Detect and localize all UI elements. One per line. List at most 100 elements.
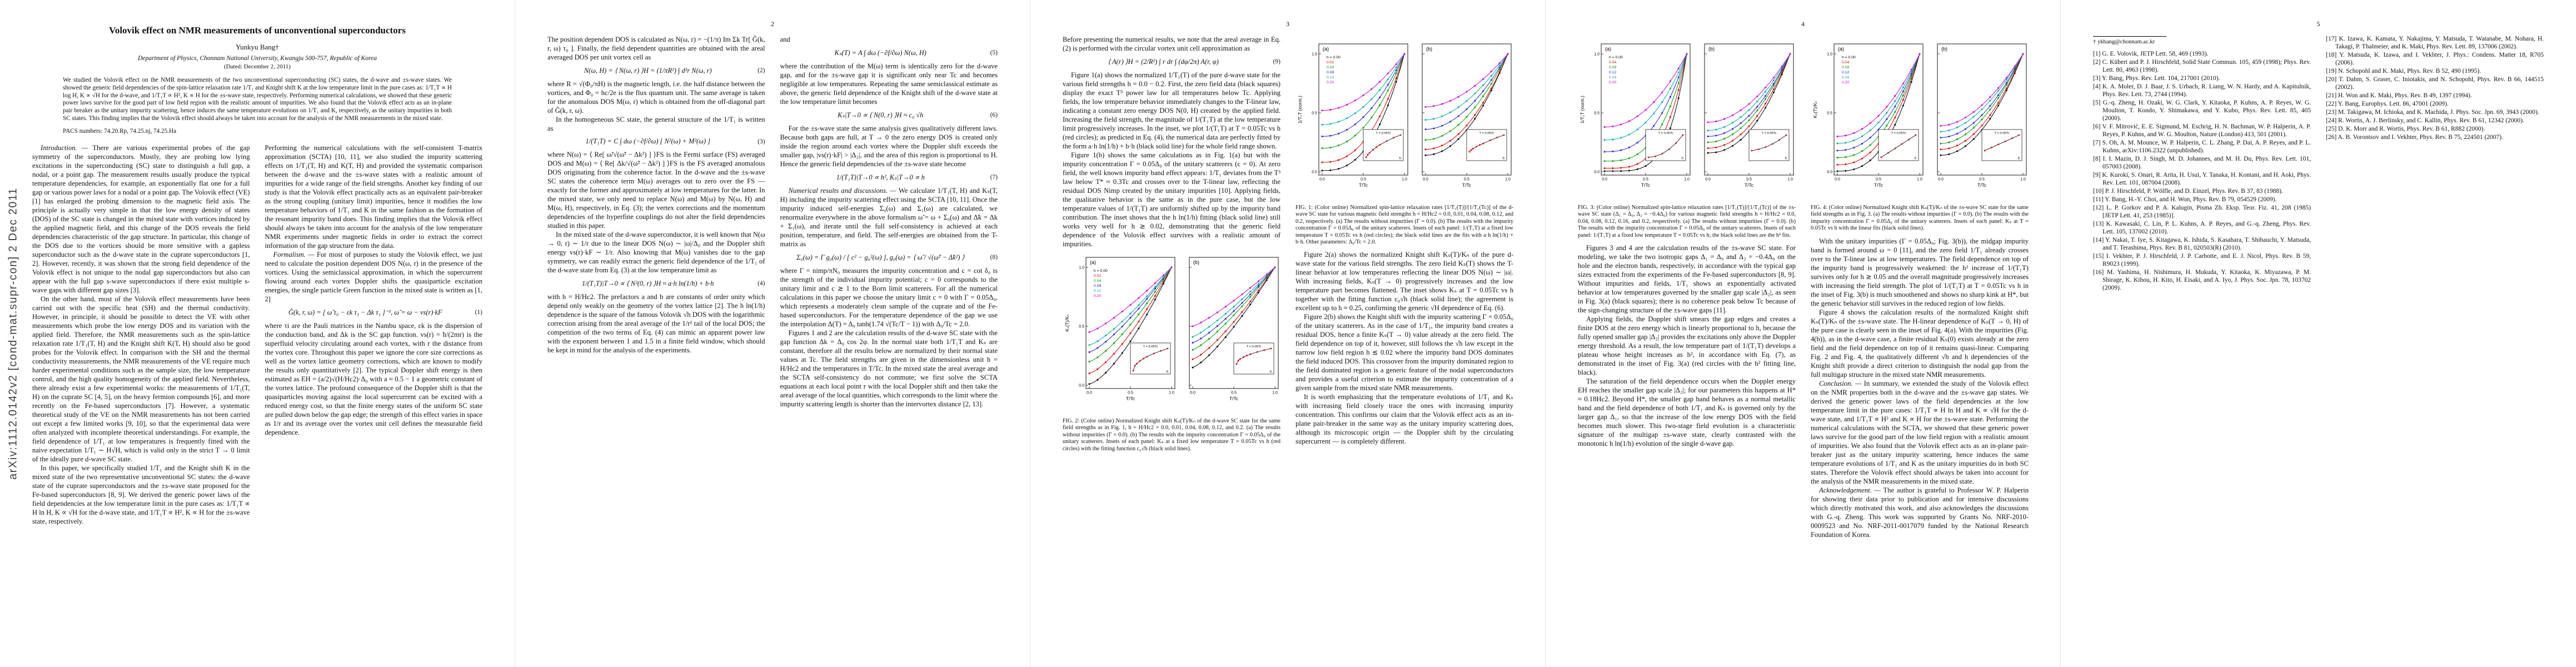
svg-text:0.5: 0.5: [1594, 112, 1600, 116]
reference-item: [18] Y. Matsuda, K. Izawa, and I. Vekhte…: [2326, 52, 2544, 66]
paragraph: with h = H/Hc2. The prefactors a and b a…: [547, 293, 765, 354]
equation: Kₛ(T) = A ∫ dω (−∂f/∂ω) N(ω, H) (5): [780, 48, 998, 57]
svg-text:1.0: 1.0: [1917, 178, 1922, 182]
paragraph: The position dependent DOS is calculated…: [547, 36, 765, 61]
footnote-email: † ykbang@chonnam.ac.kr: [2093, 39, 2155, 45]
equation-body: Σ₀(ω) = Γ g₀(ω) / [ c² − g₀²(ω) ], g₀(ω)…: [796, 253, 965, 261]
paragraph: Performing the numerical calculations wi…: [265, 143, 483, 250]
svg-text:(b): (b): [1708, 46, 1715, 52]
paragraph: Before presenting the numerical results,…: [1063, 36, 1280, 52]
svg-text:0.5: 0.5: [1746, 178, 1752, 182]
reference-item: [9] K. Kuroki, S. Onari, R. Arita, H. Us…: [2093, 172, 2311, 186]
column-right: [17] K. Izawa, K. Kamata, Y. Nakajima, Y…: [2326, 35, 2544, 292]
reference-item: [25] D. K. Morr and R. Wortis, Phys. Rev…: [2326, 126, 2485, 132]
svg-text:Kₛ(T)/Kₙ: Kₛ(T)/Kₙ: [1064, 314, 1070, 332]
equation-number: (5): [990, 49, 998, 56]
svg-text:0.5: 0.5: [1464, 178, 1469, 182]
svg-text:Kₛ(T)/Kₙ: Kₛ(T)/Kₙ: [1812, 101, 1818, 118]
figure-1-caption: FIG. 1: (Color online) Normalized spin-l…: [1296, 205, 1513, 246]
svg-text:0.01: 0.01: [1094, 274, 1101, 278]
figure-4-caption: FIG. 4: (Color online) Normalized Knight…: [1811, 205, 2029, 232]
svg-text:1/T₁T (norm.): 1/T₁T (norm.): [1297, 96, 1303, 123]
page-2: 2 The position dependent DOS is calculat…: [515, 0, 1030, 667]
svg-text:(b): (b): [1426, 46, 1432, 52]
svg-text:0.5: 0.5: [1361, 178, 1366, 182]
svg-text:T/Tc: T/Tc: [1126, 396, 1135, 401]
svg-text:0.0: 0.0: [1827, 171, 1832, 175]
svg-text:0.0: 0.0: [1087, 391, 1092, 395]
svg-text:0.0: 0.0: [1423, 178, 1428, 182]
figure-1-plot: 1/T₁T (norm.)0.00.00.50.51.01.0T/Tc(a)h …: [1297, 43, 1512, 188]
figure-3-plot: 1/T₁T (norm.)0.00.00.50.51.01.0T/Tc(a)h …: [1580, 43, 1794, 188]
svg-text:0.5: 0.5: [1079, 325, 1084, 329]
equation-number: (3): [758, 138, 765, 145]
svg-text:0.0: 0.0: [1602, 178, 1607, 182]
equation: 1/(T₁T) = C ∫ dω (−∂f/∂ω) [ N²(ω) + M²(ω…: [547, 137, 765, 146]
svg-text:0.0: 0.0: [1190, 391, 1195, 395]
svg-text:0.04: 0.04: [1094, 279, 1101, 283]
equation-body: ⟨ A(r) ⟩H = (2/R²) ∫ r dr ∫ (dφ/2π) A(r,…: [1108, 58, 1219, 66]
svg-text:(b): (b): [1193, 260, 1199, 265]
reference-item: [8] I. I. Mazin, D. J. Singh, M. D. Joha…: [2093, 156, 2311, 170]
svg-text:h = 0.00: h = 0.00: [1327, 56, 1341, 59]
svg-text:0.20: 0.20: [1609, 81, 1616, 84]
reference-item: [1] G. E. Volovik, JETP Lett. 58, 469 (1…: [2093, 51, 2209, 57]
svg-text:0.08: 0.08: [1094, 284, 1101, 288]
reference-item: [13] K. Kawasaki, C. Lin, P. L. Kuhns, A…: [2093, 221, 2311, 235]
svg-text:T/Tc: T/Tc: [1359, 182, 1368, 188]
page-4: 4 1/T₁T (norm.) 0.0 0.0 0.5 0.5 1.0 1.0 T/Tc (a)…: [1546, 0, 2061, 667]
reference-item: [10] P. J. Hirschfeld, P. Wölfle, and D.…: [2093, 188, 2283, 195]
svg-text:T = 0.05Tc: T = 0.05Tc: [1994, 132, 2009, 135]
svg-text:0.5: 0.5: [1128, 391, 1133, 395]
svg-text:0.0: 0.0: [1079, 384, 1084, 388]
page-3: 3 Before presenting the numerical result…: [1030, 0, 1546, 667]
svg-text:(a): (a): [1323, 46, 1329, 52]
svg-text:1.0: 1.0: [1827, 53, 1832, 57]
arxiv-stamp: arXiv:1112.0142v2 [cond-mat.supr-con] 2 …: [3, 0, 23, 667]
equation: ⟨ A(r) ⟩H = (2/R²) ∫ r dr ∫ (dφ/2π) A(r,…: [1063, 57, 1280, 66]
reference-item: [6] V. F. Mitrović, E. E. Sigmund, M. Es…: [2093, 123, 2311, 138]
svg-text:T = 0.05Tc: T = 0.05Tc: [1376, 132, 1391, 135]
svg-text:h: h: [2018, 157, 2020, 161]
equation-number: (4): [758, 280, 765, 287]
svg-text:1.0: 1.0: [1272, 391, 1278, 395]
svg-text:0.04: 0.04: [1609, 61, 1616, 64]
svg-text:T = 0.05Tc: T = 0.05Tc: [1891, 132, 1906, 135]
svg-text:0.08: 0.08: [1327, 71, 1334, 74]
paragraph: In the homogeneous SC state, the general…: [547, 116, 765, 132]
paragraph: Figure 1(a) shows the normalized 1/T₁(T)…: [1063, 71, 1280, 150]
equation-number: (1): [475, 308, 482, 316]
paragraph: The saturation of the field dependence o…: [1578, 377, 1796, 448]
svg-text:0.16: 0.16: [1609, 76, 1616, 79]
svg-text:T/Tc: T/Tc: [1229, 396, 1239, 401]
svg-text:1.0: 1.0: [1402, 178, 1407, 182]
reference-item: [20] T. Dahm, S. Graser, C. Iniotakis, a…: [2326, 76, 2544, 91]
column-right: Kₛ(T)/Kₙ 0.0 0.0 0.5 0.5 1.0 1.0 T/Tc (a) h = 0.0…: [1811, 35, 2029, 539]
column-right: Performing the numerical calculations wi…: [265, 143, 483, 526]
svg-text:(a): (a): [1090, 260, 1096, 265]
svg-text:0.0: 0.0: [1835, 178, 1840, 182]
paragraph: Figure 1(b) shows the same calculations …: [1063, 151, 1280, 248]
figure-2: Kₛ(T)/Kₙ 0.0 0.0 0.5 0.5 1.0 1.0 T/Tc (a) h = 0.0…: [1063, 250, 1280, 452]
paragraph: where R = √(Φ₀/πH) is the magnetic lengt…: [547, 80, 765, 115]
page-number: 3: [1286, 20, 1289, 28]
page-number: 2: [771, 20, 774, 28]
reference-item: [14] Y. Nakai, T. Iye, S. Kitagawa, K. I…: [2093, 237, 2311, 251]
svg-text:0.04: 0.04: [1327, 66, 1334, 69]
paragraph: It is worth emphasizing that the tempera…: [1296, 393, 1513, 446]
svg-text:(a): (a): [1838, 46, 1844, 52]
equation-body: 1/(T₁T) = C ∫ dω (−∂f/∂ω) [ N²(ω) + M²(ω…: [585, 137, 710, 145]
svg-text:T/Tc: T/Tc: [1641, 182, 1651, 188]
svg-text:1.0: 1.0: [1684, 178, 1690, 182]
column-left: The position dependent DOS is calculated…: [547, 35, 765, 409]
equation-body: 1/(T₁T)|T→0 ∝ h², Kₛ|T→0 ∝ h: [836, 173, 925, 181]
page-number: 5: [2316, 20, 2320, 28]
svg-text:0.20: 0.20: [1094, 294, 1101, 298]
svg-text:0.12: 0.12: [1327, 76, 1334, 79]
reference-item: [5] G.-q. Zheng, H. Ozaki, W. G. Clark, …: [2093, 99, 2311, 122]
paragraph: where N(ω) = ⟨ Re[ ω̃/√(ω̃² − Δk²) ] ⟩FS…: [547, 151, 765, 230]
svg-text:1.0: 1.0: [1169, 391, 1174, 395]
paragraph: Numerical results and discussions. — We …: [780, 187, 998, 248]
svg-text:1.0: 1.0: [1594, 53, 1600, 57]
